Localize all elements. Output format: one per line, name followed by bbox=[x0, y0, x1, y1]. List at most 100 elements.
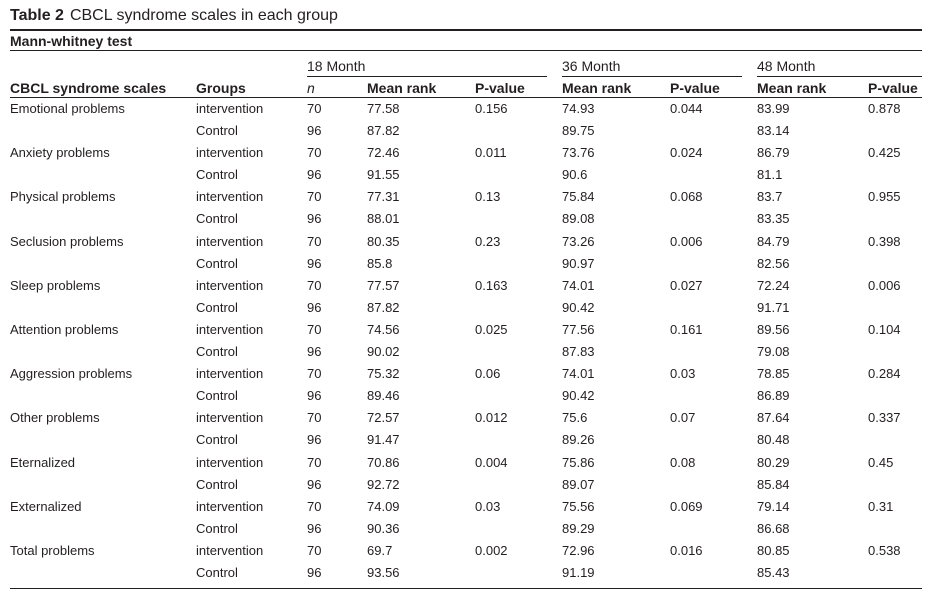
p-value-48-cell: 0.006 bbox=[868, 277, 901, 293]
n-cell: 70 bbox=[307, 101, 322, 116]
scale-cell: Externalized bbox=[10, 498, 82, 514]
subtitle-rule bbox=[10, 50, 922, 51]
p-value-36-cell: 0.044 bbox=[670, 101, 703, 116]
p-value-36-cell: 0.016 bbox=[670, 542, 703, 558]
p-value-48-cell: 0.337 bbox=[868, 410, 901, 426]
col-header-p-18: P-value bbox=[475, 80, 525, 96]
p-value-48-cell: 0.45 bbox=[868, 454, 894, 470]
table-row: Total problems intervention 70 69.7 0.002 72.… bbox=[0, 540, 932, 562]
group-cell: intervention bbox=[196, 233, 264, 249]
mean-rank-36-cell: 91.19 bbox=[562, 564, 595, 580]
col-header-p-36: P-value bbox=[670, 80, 720, 96]
mean-rank-48-cell: 83.35 bbox=[757, 211, 790, 227]
mean-rank-48-cell: 78.85 bbox=[757, 366, 790, 382]
table-row: Anxiety problems intervention 70 72.46 0.011… bbox=[0, 142, 932, 164]
group-cell: Control bbox=[196, 344, 238, 360]
mean-rank-48-cell: 80.85 bbox=[757, 542, 790, 558]
mean-rank-48-cell: 72.24 bbox=[757, 277, 790, 293]
group-rule-36-month bbox=[562, 76, 742, 77]
scale-cell: Attention problems bbox=[10, 321, 119, 337]
n-cell: 70 bbox=[307, 145, 322, 161]
mean-rank-48-cell: 87.64 bbox=[757, 410, 790, 426]
group-cell: intervention bbox=[196, 366, 264, 382]
mean-rank-18-cell: 75.32 bbox=[367, 366, 400, 382]
p-value-18-cell: 0.23 bbox=[475, 233, 501, 249]
mean-rank-18-cell: 92.72 bbox=[367, 476, 400, 492]
mean-rank-18-cell: 91.55 bbox=[367, 167, 400, 183]
mean-rank-18-cell: 74.09 bbox=[367, 498, 400, 514]
table-row: Aggression problems intervention 70 75.32 0.… bbox=[0, 363, 932, 385]
mean-rank-36-cell: 73.26 bbox=[562, 233, 595, 249]
mean-rank-36-cell: 74.01 bbox=[562, 277, 595, 293]
mean-rank-18-cell: 77.31 bbox=[367, 189, 400, 205]
mean-rank-36-cell: 90.42 bbox=[562, 388, 595, 404]
mean-rank-48-cell: 86.79 bbox=[757, 145, 790, 161]
mean-rank-36-cell: 89.75 bbox=[562, 123, 595, 139]
col-header-mean-48: Mean rank bbox=[757, 80, 827, 96]
group-cell: Control bbox=[196, 476, 238, 492]
table-row: Control 96 92.72 89.07 85.84 bbox=[0, 474, 932, 496]
mean-rank-36-cell: 87.83 bbox=[562, 344, 595, 360]
mean-rank-48-cell: 85.43 bbox=[757, 564, 790, 580]
n-cell: 96 bbox=[307, 476, 322, 492]
p-value-48-cell: 0.284 bbox=[868, 366, 901, 382]
scale-cell: Aggression problems bbox=[10, 366, 133, 382]
mean-rank-36-cell: 72.96 bbox=[562, 542, 595, 558]
group-cell: Control bbox=[196, 432, 238, 448]
n-cell: 70 bbox=[307, 410, 322, 426]
col-header-mean-36: Mean rank bbox=[562, 80, 632, 96]
mean-rank-36-cell: 90.97 bbox=[562, 255, 595, 271]
group-cell: Control bbox=[196, 520, 238, 536]
p-value-18-cell: 0.012 bbox=[475, 410, 508, 426]
mean-rank-48-cell: 86.89 bbox=[757, 388, 790, 404]
mean-rank-36-cell: 75.84 bbox=[562, 189, 595, 205]
mean-rank-18-cell: 80.35 bbox=[367, 233, 400, 249]
n-cell: 96 bbox=[307, 123, 322, 139]
group-header-18-month: 18 Month bbox=[307, 58, 366, 74]
p-value-48-cell: 0.878 bbox=[868, 101, 901, 116]
p-value-36-cell: 0.069 bbox=[670, 498, 703, 514]
mean-rank-48-cell: 85.84 bbox=[757, 476, 790, 492]
table-row: Other problems intervention 70 72.57 0.012 75… bbox=[0, 407, 932, 429]
table-row: Attention problems intervention 70 74.56 0.0… bbox=[0, 319, 932, 341]
mean-rank-36-cell: 73.76 bbox=[562, 145, 595, 161]
group-rule-18-month bbox=[307, 76, 547, 77]
mean-rank-36-cell: 89.08 bbox=[562, 211, 595, 227]
mean-rank-48-cell: 79.14 bbox=[757, 498, 790, 514]
p-value-36-cell: 0.03 bbox=[670, 366, 696, 382]
mean-rank-18-cell: 72.57 bbox=[367, 410, 400, 426]
n-cell: 70 bbox=[307, 366, 322, 382]
n-cell: 70 bbox=[307, 277, 322, 293]
table-subtitle: Mann-whitney test bbox=[10, 33, 133, 49]
table-row: Control 96 90.36 89.29 86.68 bbox=[0, 518, 932, 540]
n-cell: 96 bbox=[307, 299, 322, 315]
mean-rank-36-cell: 89.26 bbox=[562, 432, 595, 448]
mean-rank-18-cell: 69.7 bbox=[367, 542, 393, 558]
p-value-18-cell: 0.13 bbox=[475, 189, 501, 205]
scale-cell: Seclusion problems bbox=[10, 233, 124, 249]
group-cell: intervention bbox=[196, 321, 264, 337]
mean-rank-48-cell: 86.68 bbox=[757, 520, 790, 536]
mean-rank-48-cell: 80.48 bbox=[757, 432, 790, 448]
mean-rank-18-cell: 72.46 bbox=[367, 145, 400, 161]
p-value-18-cell: 0.163 bbox=[475, 277, 508, 293]
n-cell: 70 bbox=[307, 498, 322, 514]
n-cell: 96 bbox=[307, 255, 322, 271]
p-value-36-cell: 0.027 bbox=[670, 277, 703, 293]
table-row: Seclusion problems intervention 70 80.35 0.2… bbox=[0, 231, 932, 253]
group-cell: Control bbox=[196, 388, 238, 404]
n-cell: 96 bbox=[307, 432, 322, 448]
n-cell: 70 bbox=[307, 542, 322, 558]
mean-rank-18-cell: 70.86 bbox=[367, 454, 400, 470]
mean-rank-18-cell: 74.56 bbox=[367, 321, 400, 337]
header-rule bbox=[10, 97, 922, 98]
mean-rank-48-cell: 79.08 bbox=[757, 344, 790, 360]
group-cell: Control bbox=[196, 255, 238, 271]
mean-rank-18-cell: 77.58 bbox=[367, 101, 400, 116]
group-rule-48-month bbox=[757, 76, 922, 77]
n-cell: 96 bbox=[307, 344, 322, 360]
scale-cell: Sleep problems bbox=[10, 277, 101, 293]
mean-rank-48-cell: 83.99 bbox=[757, 101, 790, 116]
mean-rank-36-cell: 90.6 bbox=[562, 167, 588, 183]
mean-rank-36-cell: 90.42 bbox=[562, 299, 595, 315]
